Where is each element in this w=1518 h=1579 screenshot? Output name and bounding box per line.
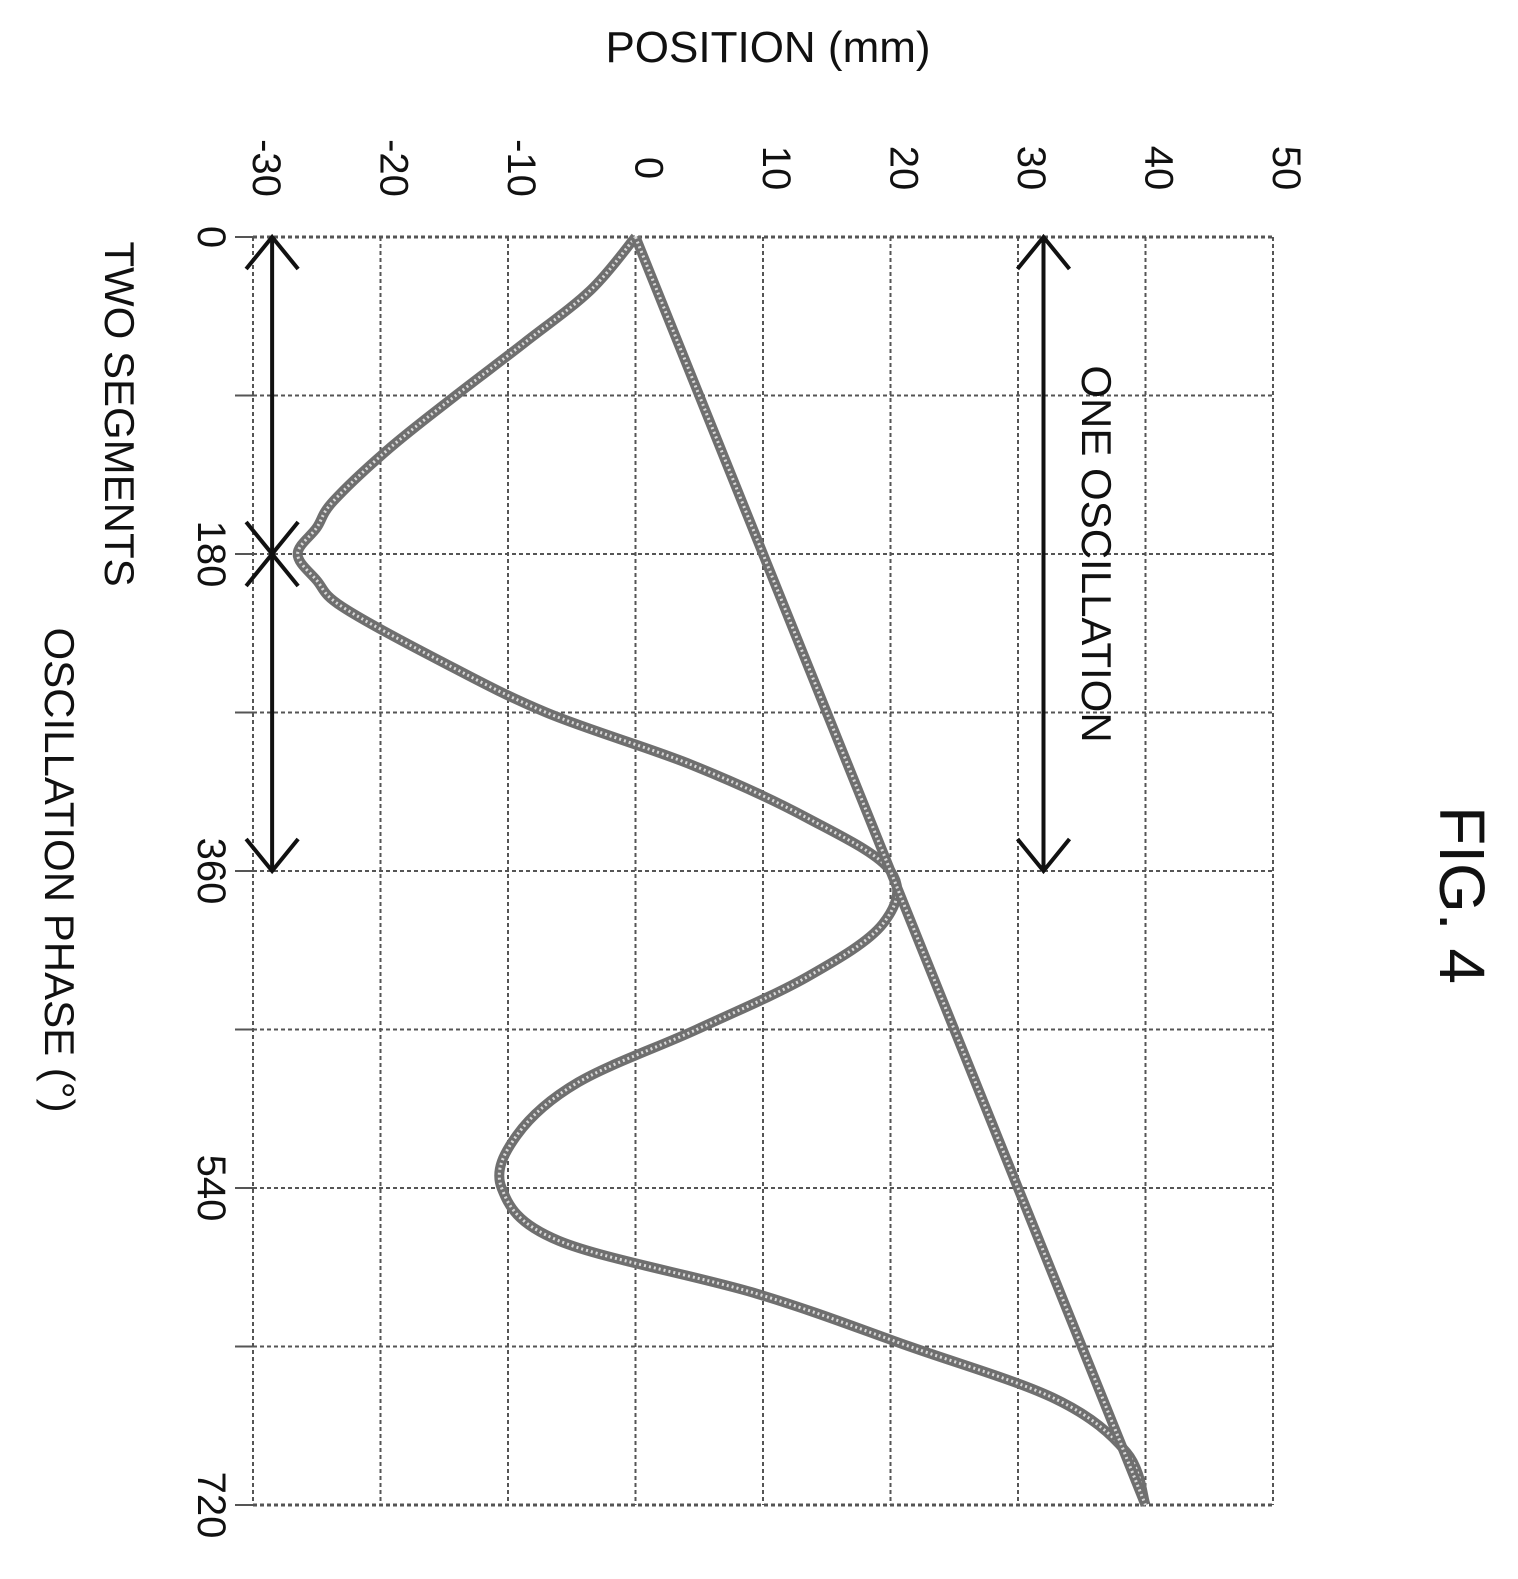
position-axis-title: POSITION (mm) <box>605 23 930 72</box>
tick-label-position: -30 <box>244 139 288 197</box>
two-segments-arrow-head-bottom <box>244 837 300 875</box>
series-lines <box>292 233 1151 1507</box>
phase-axis-title: OSCILLATION PHASE (°) <box>36 627 83 1112</box>
one-oscillation-arrow-head-bottom <box>1015 837 1072 875</box>
tick-label-position: -10 <box>499 139 543 197</box>
tick-label-position: 20 <box>882 146 926 191</box>
tick-label-position: 30 <box>1009 146 1053 191</box>
two-segments-arrow-mid-cross-b <box>244 520 300 588</box>
tick-label-position: -20 <box>372 139 416 197</box>
tick-labels: -30 -20 -10 0 10 20 30 40 50 0 180 360 540 720 <box>189 139 1308 1538</box>
tick-label-position: 0 <box>627 157 671 179</box>
tick-label-phase: 0 <box>189 226 233 248</box>
tick-label-phase: 180 <box>189 521 233 588</box>
one-oscillation-label: ONE OSCILLATION <box>1073 365 1120 742</box>
tick-label-phase: 360 <box>189 838 233 905</box>
tick-label-position: 10 <box>754 146 798 191</box>
linear-trend-line <box>630 235 1151 1507</box>
annotations: ONE OSCILLATION TWO SEGMENTS <box>96 233 1120 875</box>
two-segments-arrow-head-top <box>244 233 300 271</box>
two-segments-label: TWO SEGMENTS <box>96 241 143 586</box>
tick-label-phase: 540 <box>189 1155 233 1222</box>
oscillation-curve-texture <box>296 236 1147 1506</box>
figure-label: FIG. 4 <box>1426 806 1498 984</box>
tick-label-phase: 720 <box>189 1472 233 1539</box>
tick-label-position: 40 <box>1137 146 1181 191</box>
grid <box>235 235 1274 1507</box>
one-oscillation-arrow-head-top <box>1015 233 1072 271</box>
tick-label-position: 50 <box>1264 146 1308 191</box>
